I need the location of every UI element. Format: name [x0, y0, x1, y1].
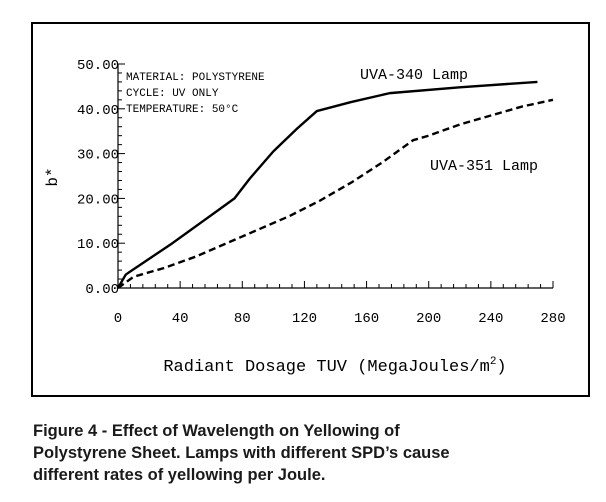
x-tick-label: 120: [292, 311, 317, 327]
caption-line-1: Figure 4 - Effect of Wavelength on Yello…: [33, 422, 400, 440]
annotation-line: TEMPERATURE: 50°C: [126, 104, 239, 116]
annotation-line: MATERIAL: POLYSTYRENE: [126, 72, 265, 84]
x-tick-label: 80: [234, 311, 251, 327]
chart-frame: 0.00 10.00 20.00 30.00 40.00 50.00 0 40 80 120 160…: [31, 22, 590, 397]
x-tick-label: 0: [114, 311, 122, 327]
y-tick-label: 30.00: [77, 148, 119, 164]
y-tick-label: 20.00: [77, 192, 119, 208]
x-axis-label-close: ): [496, 358, 506, 377]
caption-line-3: different rates of yellowing per Joule.: [33, 466, 326, 484]
y-tick-label: 10.00: [77, 237, 119, 253]
chart-svg: 0.00 10.00 20.00 30.00 40.00 50.00 0 40 80 120 160…: [44, 58, 566, 377]
y-tick-label: 40.00: [77, 103, 119, 119]
chart-axes: [117, 63, 554, 289]
series-line-uva-340: [116, 80, 538, 289]
series-line-uva-351: [117, 98, 554, 289]
series-label: UVA-340 Lamp: [360, 67, 468, 84]
x-tick-label: 240: [478, 311, 503, 327]
x-tick-label: 160: [354, 311, 379, 327]
x-tick-label: 200: [416, 311, 441, 327]
figure-caption: Figure 4 - Effect of Wavelength on Yello…: [33, 420, 578, 486]
series-label: UVA-351 Lamp: [430, 158, 538, 175]
x-tick-label: 280: [540, 311, 565, 327]
x-axis-label-superscript: 2: [490, 356, 497, 368]
x-axis-label: Radiant Dosage TUV (MegaJoules/m2): [163, 356, 506, 377]
chart-text-layer: 0.00 10.00 20.00 30.00 40.00 50.00 0 40 80 120 160…: [44, 58, 566, 377]
x-axis-label-main: Radiant Dosage TUV (MegaJoules/m: [163, 358, 489, 377]
y-axis-label: b*: [44, 167, 62, 186]
chart-series-layer: [116, 80, 554, 289]
annotation-line: CYCLE: UV ONLY: [126, 88, 219, 100]
y-tick-label: 50.00: [77, 58, 119, 74]
caption-line-2: Polystyrene Sheet. Lamps with different …: [33, 444, 450, 462]
x-tick-label: 40: [172, 311, 189, 327]
y-tick-label: 0.00: [85, 282, 119, 298]
